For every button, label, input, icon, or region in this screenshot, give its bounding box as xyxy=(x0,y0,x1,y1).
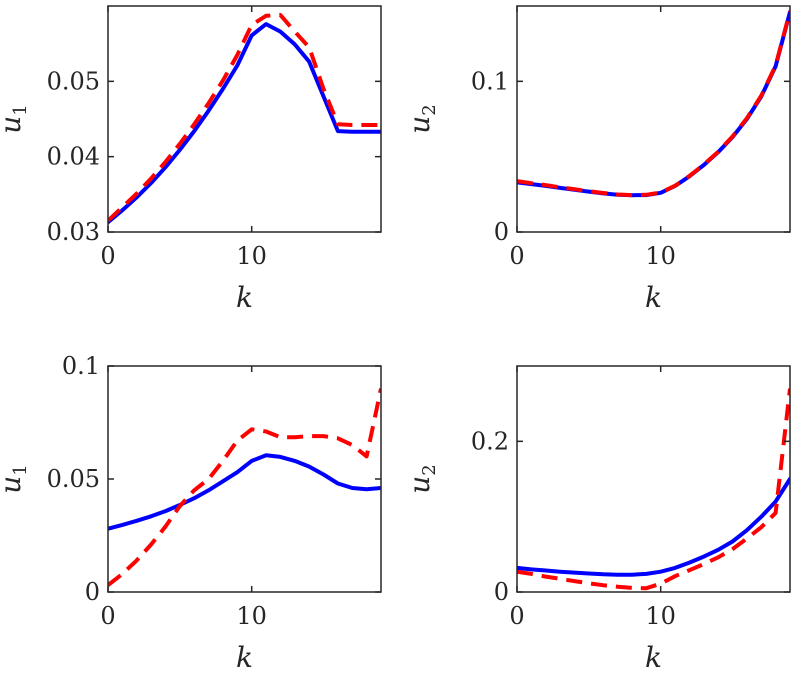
x-axis-label: k xyxy=(236,641,253,674)
y-tick-label: 0.1 xyxy=(62,352,100,380)
chart-top-left: 0 10 0.03 0.04 0.05 k u1 xyxy=(0,5,382,314)
x-axis-label: k xyxy=(236,281,253,314)
y-tick-label: 0 xyxy=(85,578,100,606)
x-tick-label: 0 xyxy=(100,242,115,270)
x-axis-label: k xyxy=(645,641,662,674)
y-tick-label: 0 xyxy=(494,218,509,246)
y-axis-label: u2 xyxy=(403,104,440,134)
axes-frame xyxy=(516,5,791,233)
x-tick-label: 0 xyxy=(509,602,524,630)
x-tick-label: 10 xyxy=(236,242,267,270)
series-line-dashed xyxy=(517,388,790,591)
y-axis-label: u1 xyxy=(0,104,31,134)
y-tick-label: 0 xyxy=(494,578,509,606)
series-line-dashed xyxy=(108,13,381,223)
x-tick-label: 0 xyxy=(100,602,115,630)
y-tick-label: 0.05 xyxy=(47,67,100,95)
chart-bottom-right: 0 10 0 0.2 k u2 xyxy=(403,365,791,674)
series-line-solid xyxy=(108,22,381,225)
x-tick-label: 10 xyxy=(645,602,676,630)
series-line-solid xyxy=(108,453,381,531)
x-tick-label: 10 xyxy=(645,242,676,270)
y-tick-label: 0.1 xyxy=(471,67,509,95)
x-axis-label: k xyxy=(645,281,662,314)
y-tick-label: 0.05 xyxy=(47,465,100,493)
axes-frame xyxy=(107,365,382,593)
y-tick-label: 0.2 xyxy=(471,427,509,455)
series-line-dashed xyxy=(517,10,790,198)
chart-bottom-left: 0 10 0 0.05 0.1 k u1 xyxy=(0,352,382,674)
x-tick-label: 0 xyxy=(509,242,524,270)
chart-top-right: 0 10 0 0.1 k u2 xyxy=(403,5,791,314)
y-axis-label: u2 xyxy=(403,464,440,494)
y-tick-label: 0.03 xyxy=(47,218,100,246)
y-axis-label: u1 xyxy=(0,464,31,494)
series-line-solid xyxy=(517,10,790,198)
series-line-dashed xyxy=(108,388,381,587)
axes-frame xyxy=(516,365,791,593)
x-tick-label: 10 xyxy=(236,602,267,630)
axes-frame xyxy=(107,5,382,233)
series-line-solid xyxy=(517,477,790,577)
y-tick-label: 0.04 xyxy=(47,143,100,171)
